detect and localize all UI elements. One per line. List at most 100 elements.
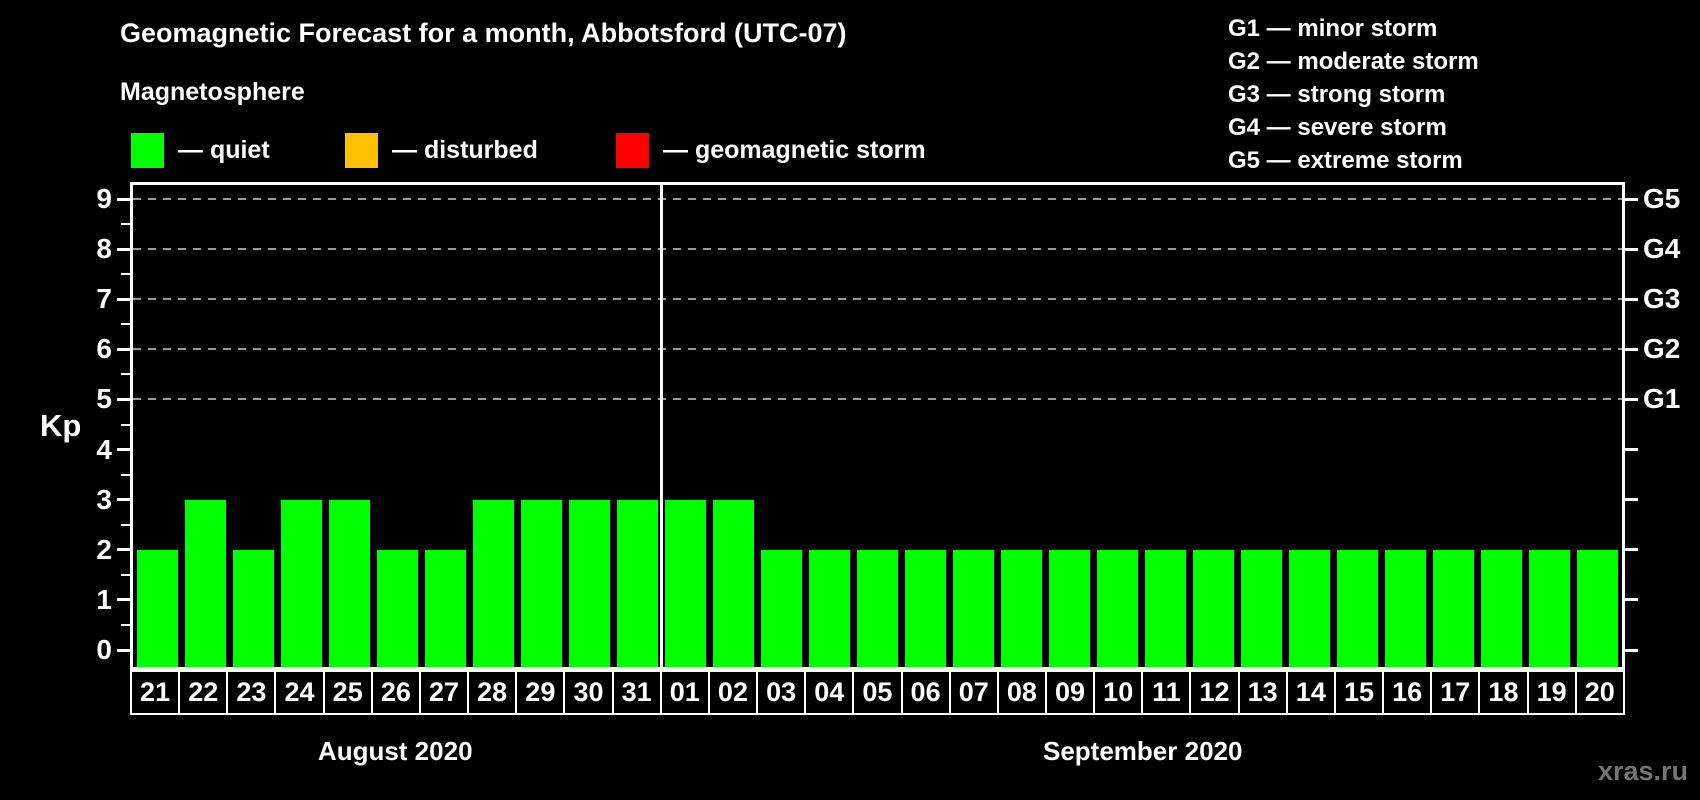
day-label-24: 24 — [276, 670, 325, 715]
y-minor-tick — [121, 573, 130, 576]
y-tick-0 — [117, 648, 130, 652]
y-tick-label-7: 7 — [96, 283, 112, 315]
kp-bar-11 — [1145, 549, 1187, 667]
kp-bar-04 — [808, 549, 850, 667]
kp-bar-29 — [520, 499, 562, 667]
y-tick-label-5: 5 — [96, 383, 112, 415]
kp-bar-17 — [1433, 549, 1475, 667]
y-tick-label-1: 1 — [96, 583, 112, 615]
y-minor-tick — [121, 373, 130, 376]
right-tick-9 — [1625, 197, 1638, 201]
y-tick-8 — [117, 247, 130, 251]
right-tick-3 — [1625, 498, 1638, 502]
y-minor-tick — [121, 623, 130, 626]
kp-bar-16 — [1385, 549, 1427, 667]
month-separator-line — [659, 185, 663, 667]
day-label-27: 27 — [420, 670, 470, 715]
g-axis-label-G5: G5 — [1643, 183, 1681, 214]
day-label-05: 05 — [854, 670, 903, 715]
g-scale-legend: G1 — minor storm G2 — moderate storm G3 … — [1228, 12, 1479, 177]
gridline-kp8 — [133, 248, 1622, 251]
kp-bar-02 — [712, 499, 754, 667]
legend-label-quiet: — quiet — [178, 135, 270, 164]
day-label-07: 07 — [950, 670, 999, 715]
day-label-17: 17 — [1432, 670, 1481, 715]
y-axis-title-kp: Kp — [40, 408, 82, 443]
y-tick-6 — [117, 347, 130, 351]
g3-legend-line: G3 — strong storm — [1228, 81, 1446, 108]
kp-bar-31 — [616, 499, 658, 667]
legend-item-disturbed: — disturbed — [345, 132, 538, 168]
g2-legend-line: G2 — moderate storm — [1228, 48, 1479, 75]
kp-bar-01 — [664, 499, 706, 667]
y-tick-label-9: 9 — [96, 183, 112, 214]
storm-swatch-icon — [616, 132, 649, 168]
kp-bar-26 — [376, 549, 418, 667]
legend-label-geomagnetic-storm: — geomagnetic storm — [663, 135, 926, 164]
kp-bar-22 — [184, 499, 226, 667]
kp-bar-03 — [760, 549, 802, 667]
day-label-31: 31 — [613, 670, 662, 715]
legend-label-disturbed: — disturbed — [392, 135, 538, 164]
kp-bar-20 — [1577, 549, 1619, 667]
kp-bar-15 — [1337, 549, 1379, 667]
y-tick-1 — [117, 598, 130, 602]
g-axis-label-G4: G4 — [1643, 233, 1681, 265]
month-label: August 2020 — [317, 736, 473, 766]
kp-bar-07 — [953, 549, 995, 667]
day-label-26: 26 — [372, 670, 421, 715]
day-label-16: 16 — [1384, 670, 1433, 715]
day-label-22: 22 — [180, 670, 229, 715]
kp-bar-08 — [1001, 549, 1043, 667]
day-label-18: 18 — [1480, 670, 1529, 715]
kp-bar-12 — [1193, 549, 1235, 667]
day-label-12: 12 — [1191, 670, 1240, 715]
y-tick-4 — [117, 448, 130, 452]
y-minor-tick — [121, 223, 130, 226]
y-tick-7 — [117, 297, 130, 301]
y-tick-label-3: 3 — [96, 483, 112, 515]
y-tick-9 — [117, 197, 130, 201]
right-tick-5 — [1625, 397, 1638, 401]
kp-bar-30 — [568, 499, 610, 667]
day-label-23: 23 — [228, 670, 277, 715]
day-label-09: 09 — [1046, 670, 1096, 715]
day-label-15: 15 — [1335, 670, 1385, 715]
gridline-kp7 — [133, 298, 1622, 301]
right-tick-4 — [1625, 448, 1638, 452]
kp-bar-06 — [905, 549, 947, 667]
day-label-30: 30 — [565, 670, 614, 715]
gridline-kp6 — [133, 348, 1622, 351]
day-label-25: 25 — [324, 670, 373, 715]
y-tick-label-4: 4 — [96, 433, 112, 465]
month-label: September 2020 — [1043, 736, 1243, 766]
g4-legend-line: G4 — severe storm — [1228, 114, 1447, 141]
day-label-11: 11 — [1143, 670, 1192, 715]
kp-bar-27 — [424, 549, 466, 667]
day-label-01: 01 — [661, 670, 710, 715]
disturbed-swatch-icon — [345, 132, 378, 168]
day-label-21: 21 — [130, 670, 181, 715]
y-tick-2 — [117, 548, 130, 552]
y-tick-label-6: 6 — [96, 333, 112, 365]
right-tick-8 — [1625, 247, 1638, 251]
gridline-kp5 — [133, 398, 1622, 401]
day-label-28: 28 — [469, 670, 518, 715]
y-minor-tick — [121, 473, 130, 476]
y-tick-label-8: 8 — [96, 233, 112, 265]
kp-bar-09 — [1049, 549, 1091, 667]
y-minor-tick — [121, 523, 130, 526]
plot-area — [130, 182, 1625, 670]
kp-bar-10 — [1097, 549, 1139, 667]
kp-bar-21 — [136, 549, 178, 667]
day-label-02: 02 — [709, 670, 759, 715]
g1-legend-line: G1 — minor storm — [1228, 15, 1438, 42]
kp-bar-23 — [232, 549, 274, 667]
right-tick-7 — [1625, 297, 1638, 301]
g-axis-label-G3: G3 — [1643, 283, 1681, 315]
day-label-04: 04 — [806, 670, 855, 715]
g-axis-label-G1: G1 — [1643, 383, 1681, 415]
gridline-kp9 — [133, 198, 1622, 200]
kp-bar-25 — [328, 499, 370, 667]
y-minor-tick — [121, 323, 130, 326]
